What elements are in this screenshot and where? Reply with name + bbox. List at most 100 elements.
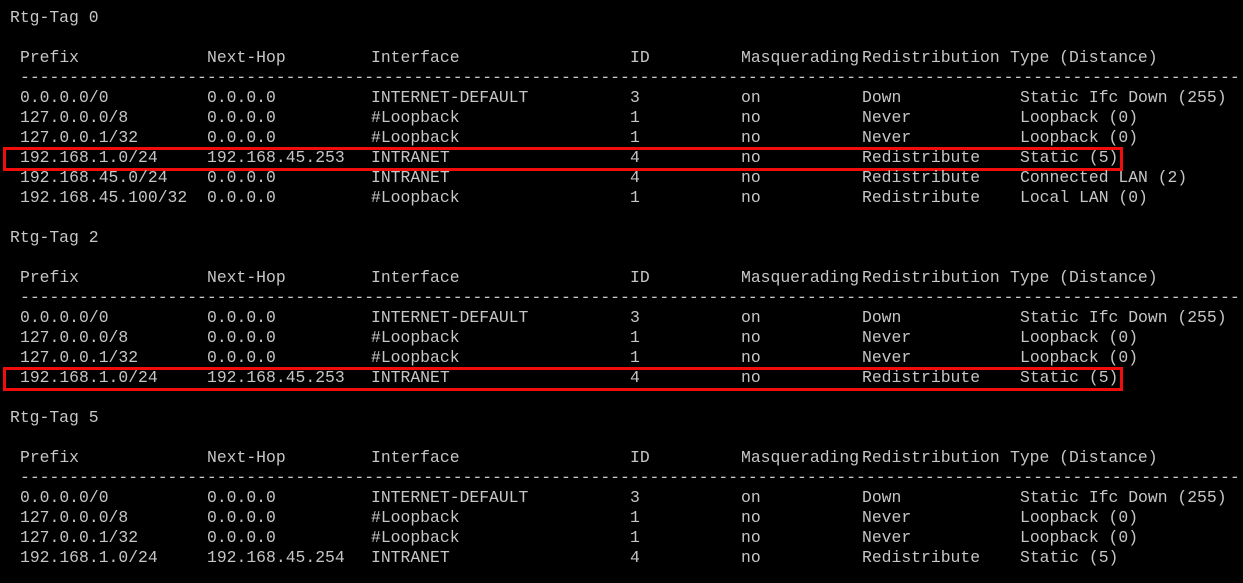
rtg-tag-section: Rtg-Tag 0 Prefix Next-Hop Interface ID M… xyxy=(0,8,1243,228)
column-header-interface: Interface xyxy=(371,48,460,67)
cell-prefix: 127.0.0.1/32 xyxy=(20,348,139,367)
column-header-next-hop: Next-Hop xyxy=(207,268,286,287)
cell-next-hop: 0.0.0.0 xyxy=(207,308,276,327)
column-header-next-hop: Next-Hop xyxy=(207,448,286,467)
cell-type: Static (5) xyxy=(1020,368,1119,387)
cell-redistribution: Never xyxy=(862,108,912,127)
cell-masquerading: no xyxy=(741,508,761,527)
cell-redistribution: Never xyxy=(862,328,912,347)
cell-id: 4 xyxy=(630,168,640,187)
cell-interface: INTERNET-DEFAULT xyxy=(371,308,529,327)
column-header-type-distance: Type (Distance) xyxy=(1010,268,1158,287)
table-row: 127.0.0.1/32 0.0.0.0 #Loopback 1 no Neve… xyxy=(0,128,1243,148)
cell-masquerading: no xyxy=(741,528,761,547)
cell-next-hop: 0.0.0.0 xyxy=(207,168,276,187)
cell-prefix: 192.168.45.0/24 xyxy=(20,168,168,187)
cell-id: 1 xyxy=(630,188,640,207)
cell-next-hop: 0.0.0.0 xyxy=(207,508,276,527)
cell-interface: #Loopback xyxy=(371,348,460,367)
blank-line xyxy=(0,208,1243,228)
table-separator: ----------------------------------------… xyxy=(20,68,1240,87)
cell-type: Connected LAN (2) xyxy=(1020,168,1188,187)
cell-interface: INTRANET xyxy=(371,548,450,567)
column-header-interface: Interface xyxy=(371,448,460,467)
cell-type: Loopback (0) xyxy=(1020,508,1139,527)
cell-id: 1 xyxy=(630,508,640,527)
cell-interface: #Loopback xyxy=(371,328,460,347)
cell-redistribution: Down xyxy=(862,88,902,107)
cell-redistribution: Down xyxy=(862,308,902,327)
cell-masquerading: no xyxy=(741,168,761,187)
table-row: 192.168.1.0/24 192.168.45.254 INTRANET 4… xyxy=(0,548,1243,568)
cell-type: Loopback (0) xyxy=(1020,528,1139,547)
cell-type: Static Ifc Down (255) xyxy=(1020,488,1227,507)
column-header-masquerading: Masquerading xyxy=(741,268,860,287)
table-row: 192.168.45.100/32 0.0.0.0 #Loopback 1 no… xyxy=(0,188,1243,208)
cell-type: Static (5) xyxy=(1020,548,1119,567)
cell-next-hop: 0.0.0.0 xyxy=(207,108,276,127)
cell-redistribution: Redistribute xyxy=(862,188,981,207)
cell-id: 3 xyxy=(630,88,640,107)
cell-id: 1 xyxy=(630,348,640,367)
cell-next-hop: 192.168.45.253 xyxy=(207,368,345,387)
table-row: 127.0.0.0/8 0.0.0.0 #Loopback 1 no Never… xyxy=(0,328,1243,348)
column-header-id: ID xyxy=(630,48,650,67)
cell-interface: INTERNET-DEFAULT xyxy=(371,488,529,507)
column-header-type-distance: Type (Distance) xyxy=(1010,48,1158,67)
cell-prefix: 127.0.0.0/8 xyxy=(20,508,129,527)
cell-type: Loopback (0) xyxy=(1020,128,1139,147)
cell-masquerading: no xyxy=(741,348,761,367)
table-row: 192.168.1.0/24 192.168.45.253 INTRANET 4… xyxy=(0,367,1243,391)
cell-id: 4 xyxy=(630,368,640,387)
cell-interface: INTRANET xyxy=(371,368,450,387)
cell-prefix: 192.168.45.100/32 xyxy=(20,188,188,207)
column-header-redistribution: Redistribution xyxy=(862,48,1000,67)
cell-id: 3 xyxy=(630,308,640,327)
cell-prefix: 0.0.0.0/0 xyxy=(20,488,109,507)
cell-prefix: 192.168.1.0/24 xyxy=(20,148,158,167)
table-row: 127.0.0.1/32 0.0.0.0 #Loopback 1 no Neve… xyxy=(0,528,1243,548)
table-separator: ----------------------------------------… xyxy=(20,288,1240,307)
cell-redistribution: Never xyxy=(862,348,912,367)
table-header-row: Prefix Next-Hop Interface ID Masqueradin… xyxy=(0,48,1243,68)
cell-interface: INTRANET xyxy=(371,168,450,187)
cell-next-hop: 192.168.45.253 xyxy=(207,148,345,167)
cell-interface: #Loopback xyxy=(371,188,460,207)
cell-redistribution: Redistribute xyxy=(862,368,981,387)
column-header-prefix: Prefix xyxy=(20,48,80,67)
cell-prefix: 127.0.0.0/8 xyxy=(20,108,129,127)
table-row: 192.168.45.0/24 0.0.0.0 INTRANET 4 no Re… xyxy=(0,168,1243,188)
cell-redistribution: Down xyxy=(862,488,902,507)
cell-next-hop: 0.0.0.0 xyxy=(207,488,276,507)
cell-redistribution: Redistribute xyxy=(862,548,981,567)
cell-prefix: 127.0.0.0/8 xyxy=(20,328,129,347)
cell-interface: #Loopback xyxy=(371,508,460,527)
table-row: 0.0.0.0/0 0.0.0.0 INTERNET-DEFAULT 3 on … xyxy=(0,88,1243,108)
cell-redistribution: Never xyxy=(862,528,912,547)
cell-next-hop: 0.0.0.0 xyxy=(207,88,276,107)
cell-masquerading: no xyxy=(741,148,761,167)
table-rows: 0.0.0.0/0 0.0.0.0 INTERNET-DEFAULT 3 on … xyxy=(0,88,1243,208)
table-row: 127.0.0.0/8 0.0.0.0 #Loopback 1 no Never… xyxy=(0,108,1243,128)
table-header-row: Prefix Next-Hop Interface ID Masqueradin… xyxy=(0,268,1243,288)
section-title: Rtg-Tag 0 xyxy=(10,8,99,27)
cell-id: 4 xyxy=(630,148,640,167)
cell-interface: INTRANET xyxy=(371,148,450,167)
cell-next-hop: 0.0.0.0 xyxy=(207,348,276,367)
cell-prefix: 192.168.1.0/24 xyxy=(20,368,158,387)
cell-masquerading: no xyxy=(741,548,761,567)
table-row: 127.0.0.1/32 0.0.0.0 #Loopback 1 no Neve… xyxy=(0,348,1243,368)
rtg-tag-section: Rtg-Tag 5 Prefix Next-Hop Interface ID M… xyxy=(0,408,1243,583)
cell-masquerading: no xyxy=(741,128,761,147)
column-header-id: ID xyxy=(630,448,650,467)
cell-prefix: 0.0.0.0/0 xyxy=(20,88,109,107)
cell-masquerading: no xyxy=(741,328,761,347)
table-row: 127.0.0.0/8 0.0.0.0 #Loopback 1 no Never… xyxy=(0,508,1243,528)
column-header-interface: Interface xyxy=(371,268,460,287)
cell-next-hop: 0.0.0.0 xyxy=(207,528,276,547)
section-title: Rtg-Tag 2 xyxy=(10,228,99,247)
cell-next-hop: 0.0.0.0 xyxy=(207,128,276,147)
cell-id: 4 xyxy=(630,548,640,567)
column-header-masquerading: Masquerading xyxy=(741,448,860,467)
cell-interface: #Loopback xyxy=(371,108,460,127)
